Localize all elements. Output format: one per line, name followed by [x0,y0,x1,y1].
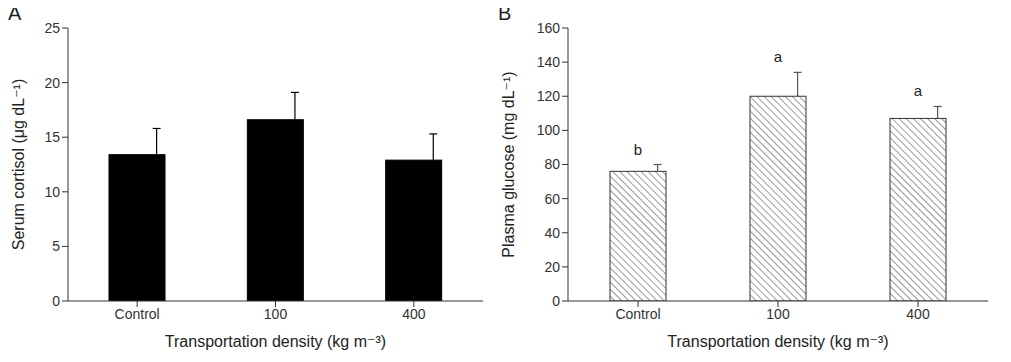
svg-text:Serum cortisol (μg dL⁻¹): Serum cortisol (μg dL⁻¹) [10,79,27,250]
svg-text:400: 400 [402,306,426,322]
svg-text:20: 20 [544,259,560,275]
svg-text:120: 120 [537,88,561,104]
svg-text:5: 5 [52,238,60,254]
svg-text:20: 20 [44,75,60,91]
svg-text:a: a [914,82,923,99]
svg-text:60: 60 [544,191,560,207]
svg-text:0: 0 [552,293,560,309]
svg-text:Control: Control [115,306,160,322]
svg-text:Transportation density (kg m⁻³: Transportation density (kg m⁻³) [667,333,888,350]
svg-text:25: 25 [44,20,60,36]
svg-text:10: 10 [44,184,60,200]
svg-text:b: b [634,141,642,158]
svg-text:40: 40 [544,225,560,241]
svg-text:Control: Control [615,306,660,322]
svg-text:160: 160 [537,20,561,36]
svg-text:140: 140 [537,54,561,70]
html-text:A: A [8,2,22,24]
svg-text:100: 100 [766,306,790,322]
svg-text:400: 400 [906,306,930,322]
svg-text:0: 0 [52,293,60,309]
svg-text:100: 100 [537,122,561,138]
svg-text:15: 15 [44,129,60,145]
svg-text:a: a [774,48,783,65]
svg-text:100: 100 [264,306,288,322]
svg-text:80: 80 [544,156,560,172]
html-text:B: B [498,2,512,24]
svg-text:Transportation density (kg m⁻³: Transportation density (kg m⁻³) [165,333,386,350]
svg-text:Plasma glucose (mg dL⁻¹): Plasma glucose (mg dL⁻¹) [500,71,517,257]
